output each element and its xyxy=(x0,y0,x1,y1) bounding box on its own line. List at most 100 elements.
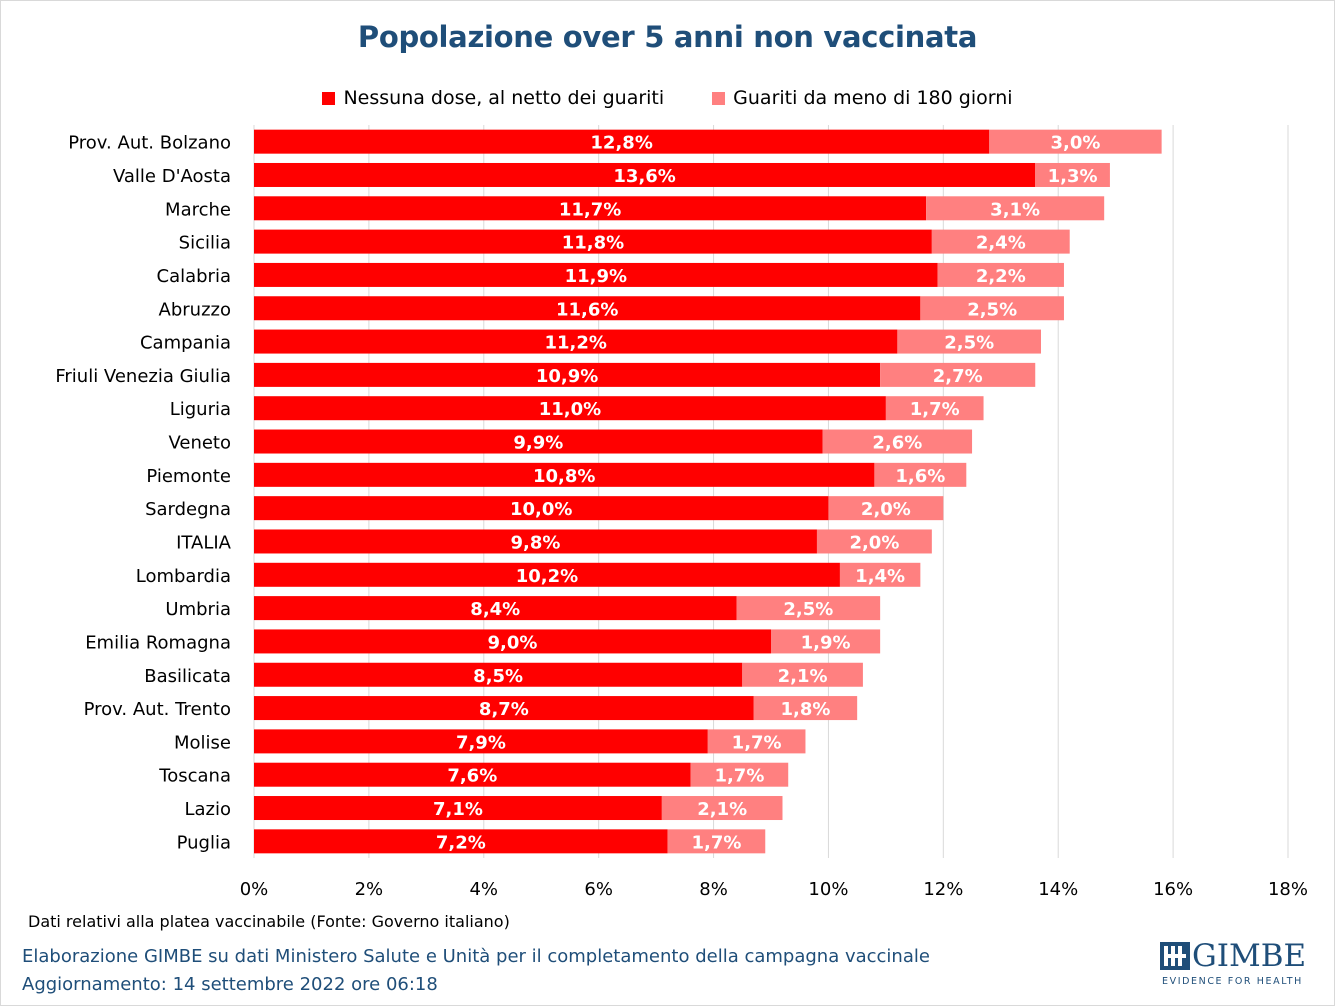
bar-segment-recovered xyxy=(742,662,863,687)
bar-segment-no-dose xyxy=(254,429,823,454)
bar-segment-recovered xyxy=(937,262,1064,287)
bar-segment-recovered xyxy=(822,429,973,454)
x-tick-label: 18% xyxy=(1268,879,1308,900)
category-label: Abruzzo xyxy=(159,299,231,320)
data-label-no-dose: 10,0% xyxy=(510,499,572,520)
data-label-no-dose: 13,6% xyxy=(613,166,675,187)
bar-segment-recovered xyxy=(874,462,967,487)
data-label-no-dose: 11,6% xyxy=(556,299,618,320)
x-tick-label: 0% xyxy=(240,879,269,900)
data-label-no-dose: 9,8% xyxy=(511,532,561,553)
category-label: Lazio xyxy=(184,799,231,820)
bar-segment-recovered xyxy=(989,129,1162,154)
legend: Nessuna dose, al netto dei guariti Guari… xyxy=(0,87,1335,109)
data-note: Dati relativi alla platea vaccinabile (F… xyxy=(28,912,510,931)
data-label-no-dose: 10,2% xyxy=(516,566,578,587)
bar-segment-no-dose xyxy=(254,829,668,854)
data-label-no-dose: 10,8% xyxy=(533,466,595,487)
bar-segment-recovered xyxy=(839,562,921,587)
data-label-recovered: 2,1% xyxy=(778,666,828,687)
data-label-recovered: 2,0% xyxy=(849,532,899,553)
data-label-no-dose: 7,1% xyxy=(433,799,483,820)
gimbe-logo: GIMBE EVIDENCE FOR HEALTH xyxy=(1160,938,1306,990)
data-label-recovered: 2,4% xyxy=(976,233,1026,254)
bar-segment-recovered xyxy=(920,296,1064,321)
source-line: Elaborazione GIMBE su dati Ministero Sal… xyxy=(22,946,930,967)
chart-title: Popolazione over 5 anni non vaccinata xyxy=(357,20,978,54)
bar-segment-no-dose xyxy=(254,262,938,287)
category-label: Liguria xyxy=(170,399,231,420)
data-label-no-dose: 7,2% xyxy=(436,832,486,853)
data-label-no-dose: 8,5% xyxy=(473,666,523,687)
legend-item-series-2: Guariti da meno di 180 giorni xyxy=(712,87,1013,109)
bar-segment-recovered xyxy=(1035,162,1110,187)
bar-segment-recovered xyxy=(828,496,944,521)
category-label: Friuli Venezia Giulia xyxy=(55,366,231,387)
data-label-recovered: 1,8% xyxy=(781,699,831,720)
bar-segment-no-dose xyxy=(254,362,881,387)
category-label: Valle D'Aosta xyxy=(113,166,231,187)
bar-segment-recovered xyxy=(897,329,1041,354)
bar-segment-no-dose xyxy=(254,629,771,654)
bar-segment-no-dose xyxy=(254,729,708,754)
bar-segment-no-dose xyxy=(254,562,840,587)
data-label-no-dose: 7,6% xyxy=(447,766,497,787)
bar-segment-no-dose xyxy=(254,396,886,421)
x-tick-label: 12% xyxy=(923,879,963,900)
x-tick-label: 8% xyxy=(699,879,728,900)
data-label-no-dose: 8,7% xyxy=(479,699,529,720)
category-label: Sardegna xyxy=(145,499,231,520)
bar-segment-recovered xyxy=(926,196,1105,221)
data-label-recovered: 1,7% xyxy=(910,399,960,420)
bar-segment-no-dose xyxy=(254,696,754,721)
bar-segment-no-dose xyxy=(254,496,829,521)
bar-segment-recovered xyxy=(667,829,766,854)
logo-wordmark: GIMBE xyxy=(1192,938,1307,974)
x-tick-label: 6% xyxy=(584,879,613,900)
data-label-recovered: 2,5% xyxy=(783,599,833,620)
bar-segment-no-dose xyxy=(254,162,1036,187)
category-label: Prov. Aut. Trento xyxy=(84,699,231,720)
data-label-recovered: 2,0% xyxy=(861,499,911,520)
data-label-recovered: 2,5% xyxy=(967,299,1017,320)
data-label-no-dose: 11,0% xyxy=(539,399,601,420)
bar-segment-recovered xyxy=(931,229,1070,254)
x-tick-label: 16% xyxy=(1153,879,1193,900)
data-label-recovered: 1,4% xyxy=(855,566,905,587)
bar-segment-recovered xyxy=(816,529,932,554)
bar-segment-no-dose xyxy=(254,762,691,787)
data-label-no-dose: 8,4% xyxy=(470,599,520,620)
data-label-recovered: 1,3% xyxy=(1048,166,1098,187)
bar-segment-no-dose xyxy=(254,129,990,154)
bar-segment-no-dose xyxy=(254,462,875,487)
data-label-recovered: 2,5% xyxy=(944,333,994,354)
data-label-recovered: 1,6% xyxy=(895,466,945,487)
data-label-recovered: 1,7% xyxy=(732,732,782,753)
gimbe-logo-icon xyxy=(1160,942,1190,970)
category-label: Umbria xyxy=(165,599,231,620)
data-label-no-dose: 11,7% xyxy=(559,199,621,220)
data-label-recovered: 1,9% xyxy=(801,632,851,653)
bar-segment-no-dose xyxy=(254,662,743,687)
bar-segment-no-dose xyxy=(254,796,662,821)
bar-segment-recovered xyxy=(707,729,806,754)
data-label-no-dose: 12,8% xyxy=(590,133,652,154)
data-label-recovered: 2,2% xyxy=(976,266,1026,287)
data-label-recovered: 2,6% xyxy=(872,433,922,454)
legend-item-series-1: Nessuna dose, al netto dei guariti xyxy=(322,87,664,109)
bar-segment-recovered xyxy=(661,796,783,821)
update-line: Aggiornamento: 14 settembre 2022 ore 06:… xyxy=(22,974,438,995)
category-label: Calabria xyxy=(157,266,232,287)
legend-swatch-series-1 xyxy=(322,91,336,105)
bar-segment-recovered xyxy=(690,762,789,787)
category-label: Lombardia xyxy=(136,566,231,587)
x-tick-label: 4% xyxy=(469,879,498,900)
data-label-recovered: 1,7% xyxy=(714,766,764,787)
category-label: Basilicata xyxy=(144,666,231,687)
bar-segment-no-dose xyxy=(254,529,817,554)
category-label: Piemonte xyxy=(146,466,231,487)
category-label: Veneto xyxy=(168,433,231,454)
bar-segment-no-dose xyxy=(254,229,932,254)
bar-segment-no-dose xyxy=(254,329,898,354)
